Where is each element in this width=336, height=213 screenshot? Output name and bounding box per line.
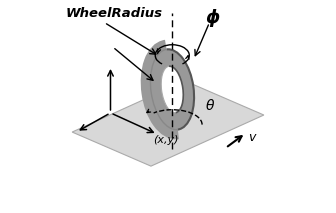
Text: WheelRadius: WheelRadius [66, 7, 163, 20]
Text: θ: θ [205, 99, 214, 114]
Text: (x,y): (x,y) [153, 135, 179, 144]
Polygon shape [72, 81, 264, 166]
Ellipse shape [151, 49, 194, 130]
Text: v: v [248, 131, 256, 144]
Text: ϕ: ϕ [206, 9, 220, 27]
Ellipse shape [161, 66, 183, 113]
